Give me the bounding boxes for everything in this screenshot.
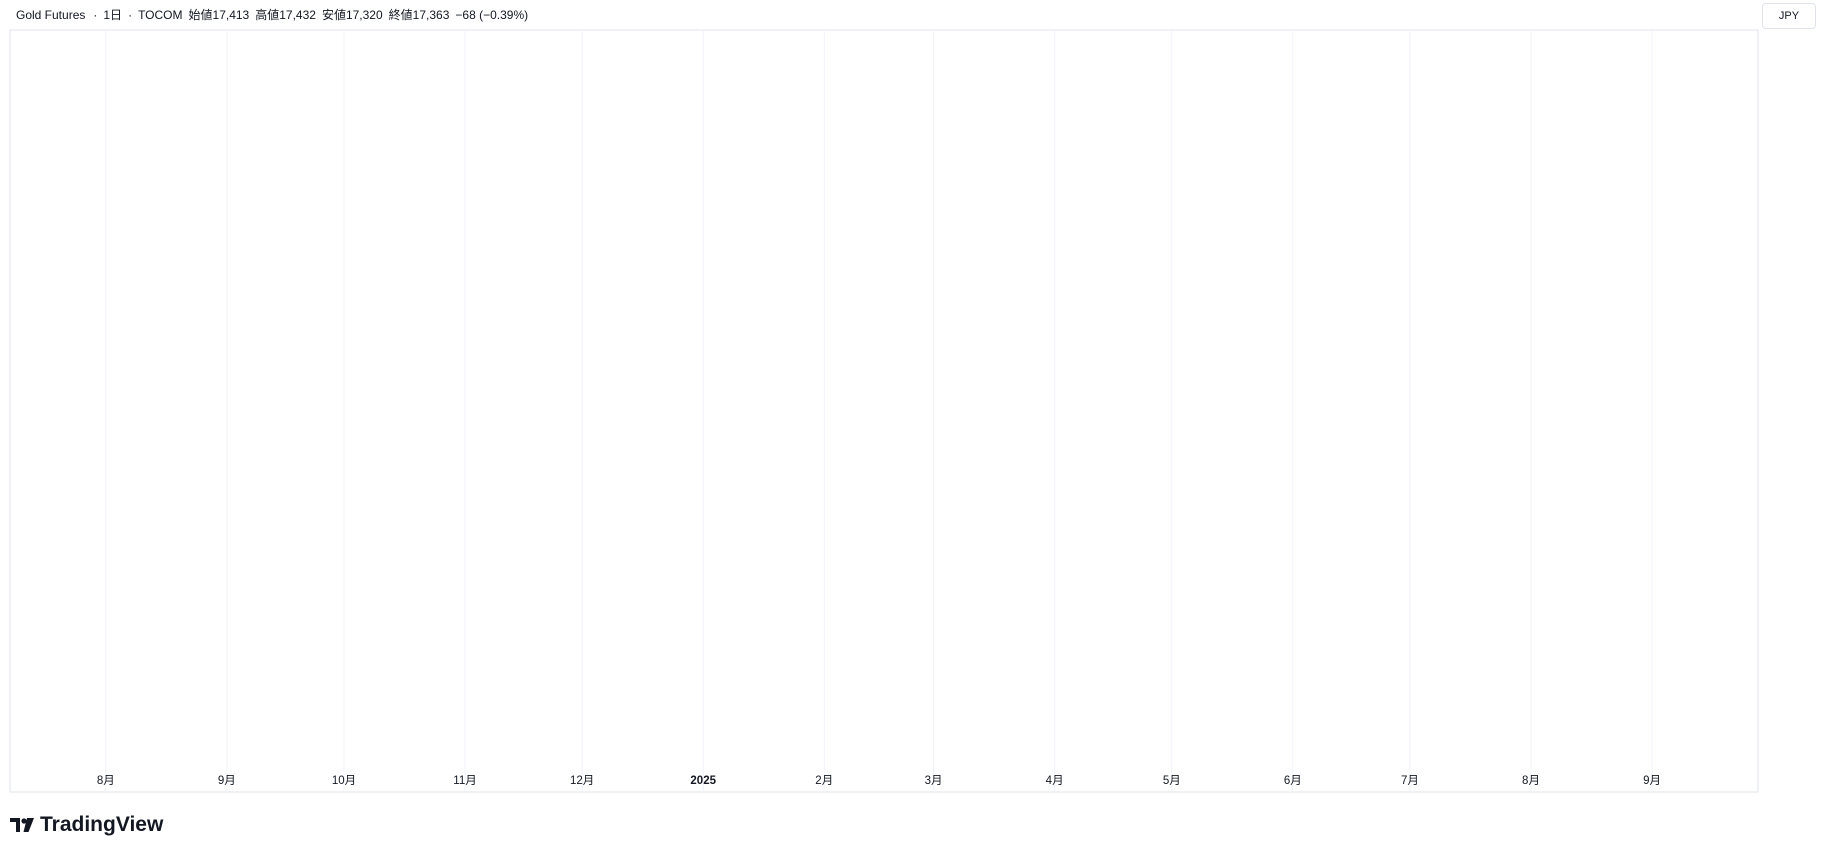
chart-grid [9, 29, 1759, 793]
x-tick-label: 2025 [690, 775, 716, 787]
x-tick-label: 8月 [97, 775, 115, 787]
close-value: 終値17,363 [388, 8, 450, 22]
x-tick-label: 7月 [1401, 775, 1419, 787]
time-axis[interactable]: 8月 9月 10月 11月 12月 2025 2月 3月 4月 5月 6月 7月 8月 9月 [97, 775, 1661, 787]
x-tick-label: 9月 [218, 775, 236, 787]
plot-frame [9, 29, 1759, 793]
currency-button[interactable]: JPY [1762, 3, 1816, 29]
x-tick-label: 11月 [453, 775, 476, 787]
x-tick-label: 3月 [925, 775, 943, 787]
x-tick-label: 9月 [1643, 775, 1661, 787]
brand-name: TradingView [40, 813, 164, 836]
x-tick-label: 6月 [1284, 775, 1302, 787]
x-tick-label: 12月 [570, 775, 594, 787]
exchange-label: TOCOM [138, 8, 183, 22]
interval-label[interactable]: 1日 [103, 8, 123, 22]
tradingview-icon [10, 818, 34, 832]
separator-dot: · [93, 8, 98, 22]
price-chart[interactable]: 8月 9月 10月 11月 12月 2025 2月 3月 4月 5月 6月 7月 8月 9月 高値17,4… [0, 0, 1831, 810]
change-value: −68 (−0.39%) [455, 8, 529, 22]
symbol-header: Gold Futures · 1日 · TOCOM 始値17,413 高値17,432 安値1… [16, 6, 534, 23]
x-tick-label: 10月 [332, 775, 356, 787]
open-value: 始値17,413 [188, 8, 250, 22]
separator-dot: · [128, 8, 133, 22]
x-tick-label: 4月 [1046, 775, 1064, 787]
x-tick-label: 2月 [815, 775, 833, 787]
high-value: 高値17,432 [255, 8, 316, 22]
tradingview-logo[interactable]: TradingView [10, 813, 163, 837]
low-value: 安値17,320 [321, 8, 383, 22]
x-tick-label: 5月 [1163, 775, 1181, 787]
x-tick-label: 8月 [1522, 775, 1540, 787]
symbol-name[interactable]: Gold Futures [16, 8, 86, 22]
